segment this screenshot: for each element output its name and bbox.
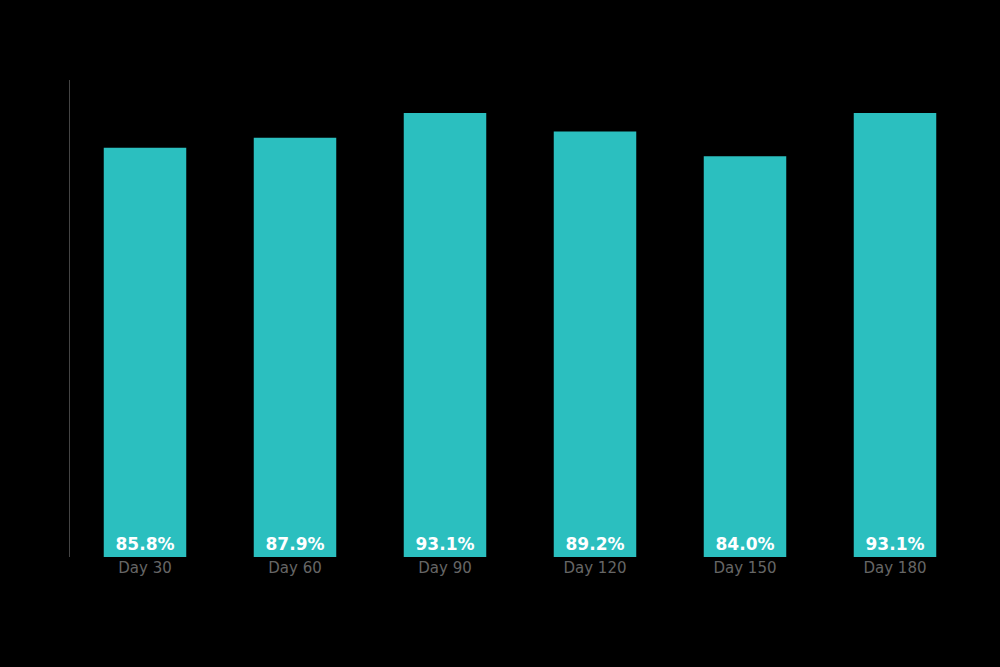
svg-text:Day 60: Day 60 (268, 559, 321, 577)
svg-text:85.8%: 85.8% (116, 534, 175, 554)
svg-text:89.2%: 89.2% (566, 534, 625, 554)
svg-text:93.1%: 93.1% (416, 534, 475, 554)
svg-text:Day 180: Day 180 (863, 559, 926, 577)
svg-text:87.9%: 87.9% (266, 534, 325, 554)
svg-text:Day 150: Day 150 (713, 559, 776, 577)
svg-text:Day 30: Day 30 (118, 559, 171, 577)
svg-text:Day 90: Day 90 (418, 559, 471, 577)
svg-text:84.0%: 84.0% (716, 534, 775, 554)
svg-text:Day 120: Day 120 (563, 559, 626, 577)
svg-text:93.1%: 93.1% (866, 534, 925, 554)
